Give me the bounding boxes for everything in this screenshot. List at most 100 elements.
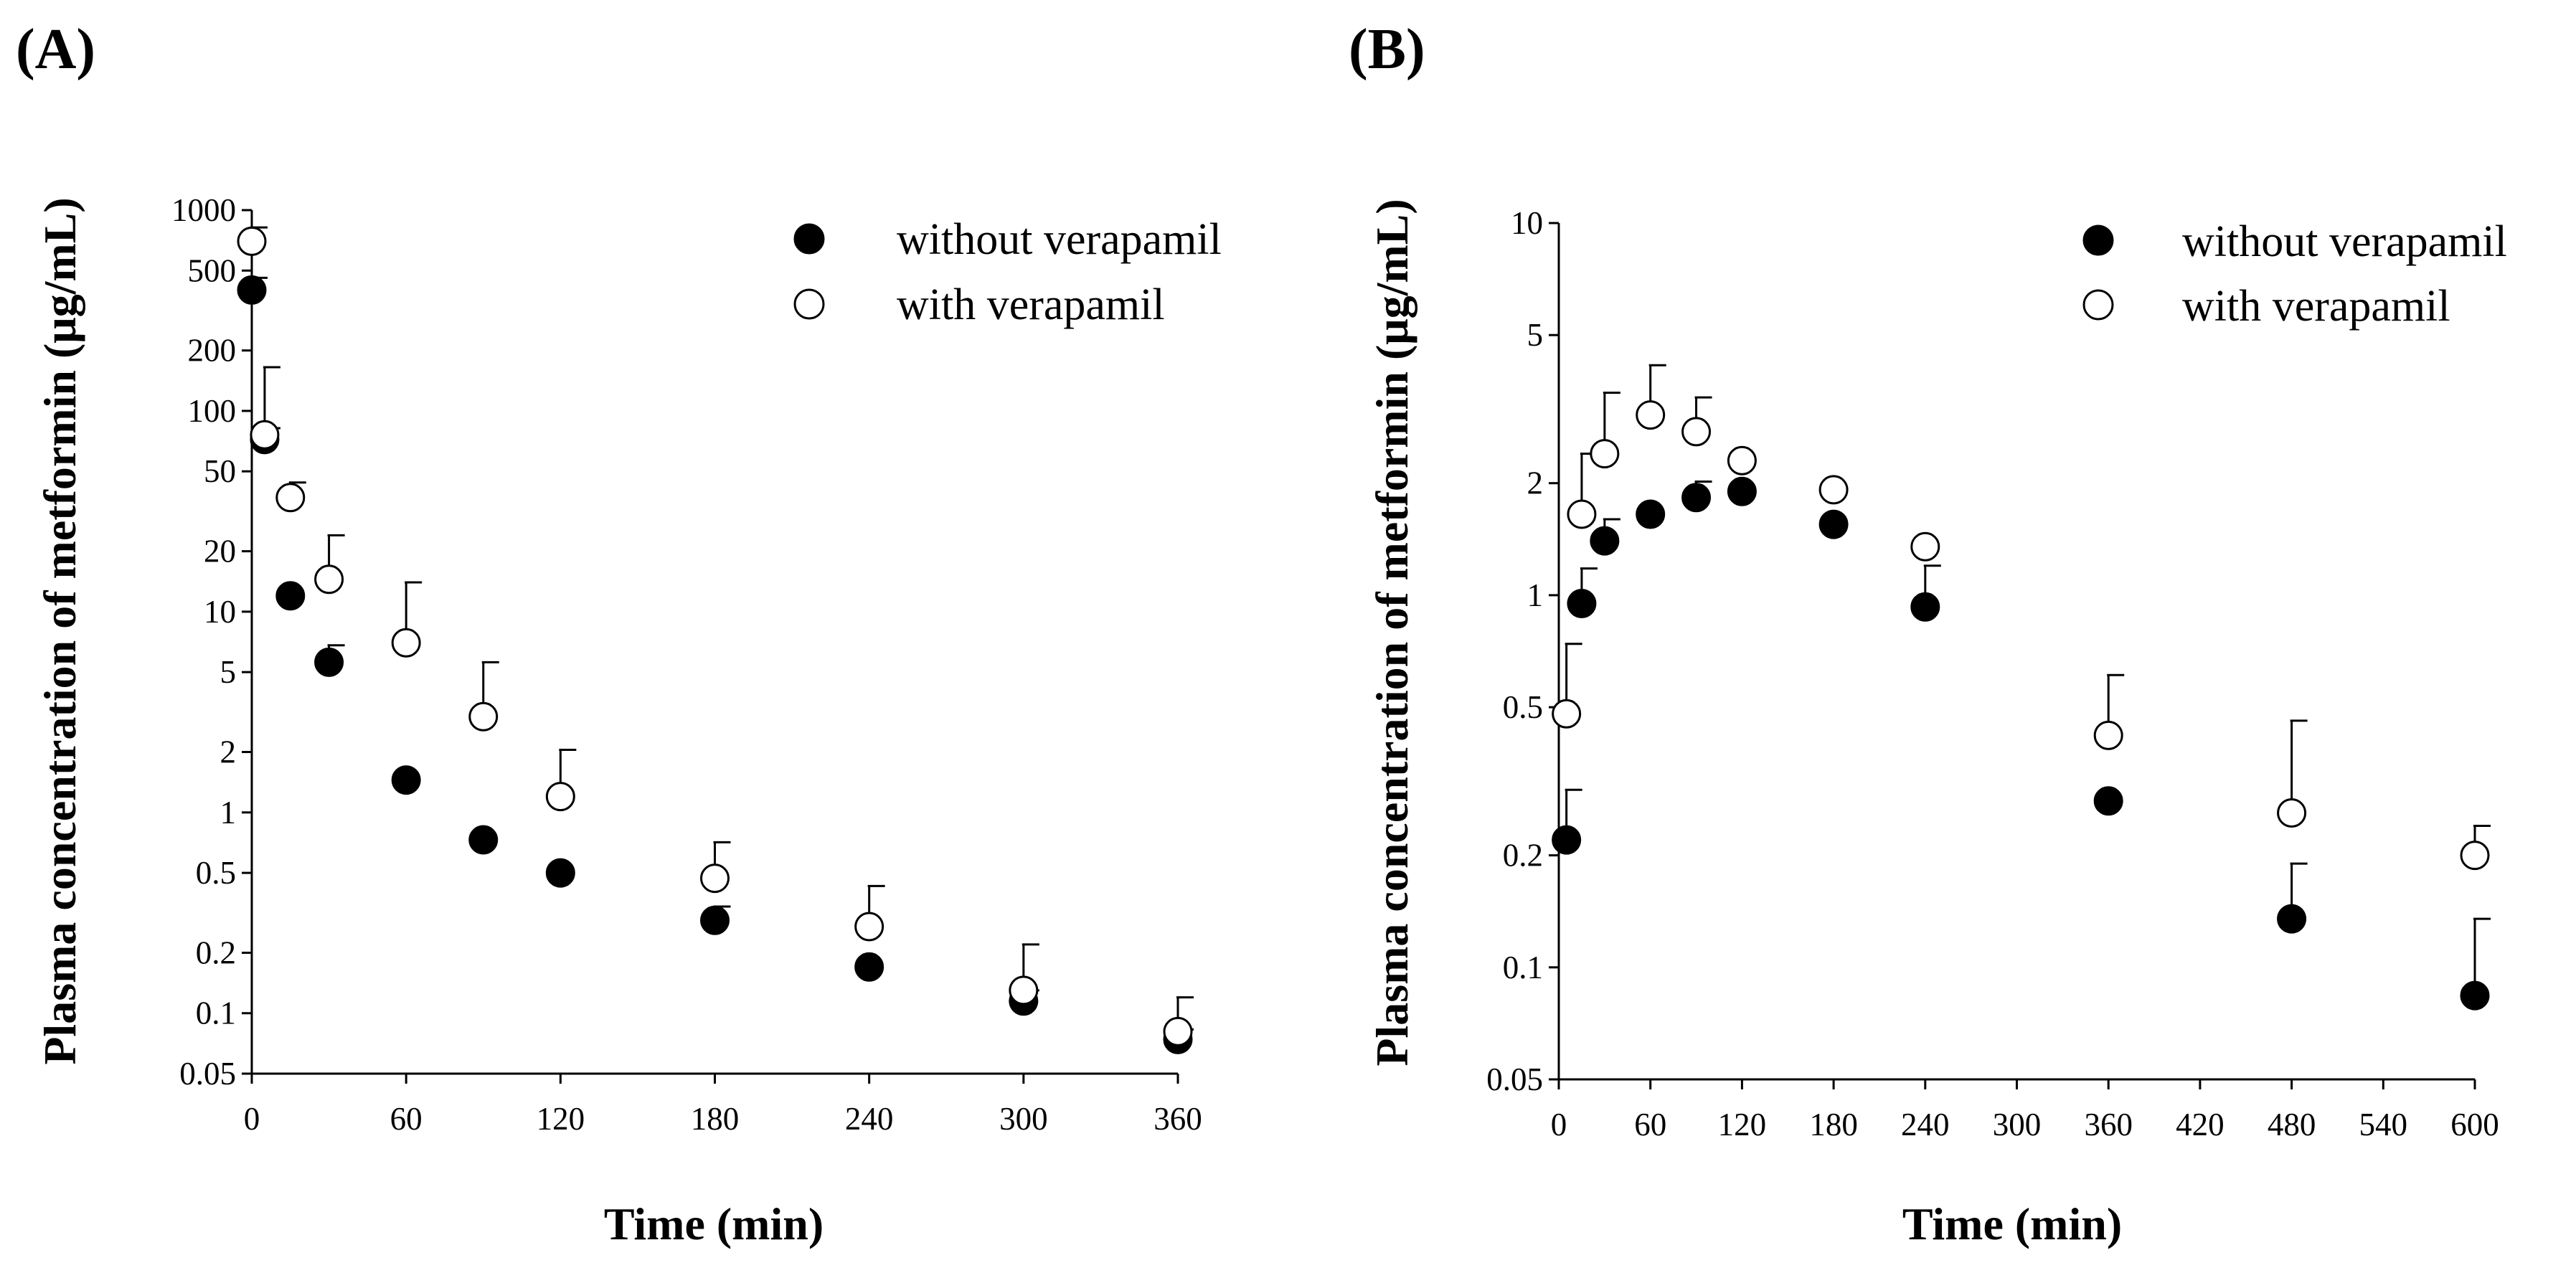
y-tick-label: 5 (220, 654, 237, 690)
panel-b: (B) Plasma concentration of metformin (μ… (1349, 18, 2507, 1249)
legend-a: without verapamil with verapamil (793, 215, 1222, 329)
point-with-verapamil (1567, 499, 1597, 529)
point-without-verapamil (275, 581, 306, 611)
y-tick-label: 500 (188, 252, 237, 288)
x-tick-label: 240 (1901, 1107, 1950, 1142)
y-tick-label: 0.5 (1503, 689, 1543, 725)
y-tick-label: 100 (188, 393, 237, 429)
y-tick-label: 2 (1527, 465, 1544, 501)
point-with-verapamil (700, 864, 730, 894)
point-with-verapamil (1636, 400, 1666, 430)
y-tick-label: 2 (220, 734, 237, 770)
point-without-verapamil (545, 858, 575, 888)
data-marks-b (1552, 364, 2491, 1011)
legend-marker-without-verapamil (793, 223, 825, 255)
point-with-verapamil (1163, 1016, 1193, 1046)
point-with-verapamil (1727, 445, 1757, 476)
point-without-verapamil (1681, 483, 1712, 513)
y-tick-label: 10 (1511, 205, 1543, 241)
y-tick-label: 0.1 (1503, 950, 1543, 985)
legend-label-without-verapamil: without verapamil (897, 215, 1222, 264)
point-with-verapamil (391, 628, 421, 658)
y-tick-label: 0.2 (196, 935, 236, 970)
legend-marker-with-verapamil (793, 288, 825, 320)
panel-label-a: (A) (16, 18, 95, 81)
y-tick-label: 1 (1527, 577, 1544, 613)
x-tick-label: 420 (2176, 1107, 2224, 1142)
legend-marker-with-verapamil (2082, 289, 2114, 321)
point-without-verapamil (237, 275, 267, 305)
x-tick-label: 0 (244, 1101, 260, 1137)
y-tick-label: 0.05 (179, 1056, 236, 1092)
panel-a: (A) Plasma concentration of metformin (μ… (16, 18, 1222, 1249)
y-tick-label: 5 (1527, 317, 1544, 353)
point-with-verapamil (2093, 720, 2123, 750)
point-without-verapamil (1910, 592, 1940, 622)
x-tick-label: 360 (1153, 1101, 1202, 1137)
x-tick-label: 60 (1634, 1107, 1666, 1142)
point-without-verapamil (2093, 786, 2123, 816)
point-without-verapamil (314, 647, 344, 677)
legend-b: without verapamil with verapamil (2082, 217, 2507, 331)
x-tick-label: 60 (390, 1101, 423, 1137)
legend-marker-without-verapamil (2082, 224, 2114, 256)
y-tick-label: 0.5 (196, 855, 236, 891)
y-tick-label: 0.1 (196, 995, 236, 1031)
point-with-verapamil (250, 420, 280, 450)
panel-label-b: (B) (1349, 18, 1425, 81)
y-tick-label: 20 (204, 534, 236, 569)
x-tick-label: 180 (1809, 1107, 1858, 1142)
point-with-verapamil (468, 701, 499, 732)
y-tick-label: 0.2 (1503, 838, 1543, 874)
y-tick-label: 50 (204, 453, 236, 489)
point-without-verapamil (2277, 904, 2307, 934)
x-tick-label: 300 (999, 1101, 1048, 1137)
y-tick-label: 0.05 (1486, 1061, 1543, 1097)
point-without-verapamil (2460, 980, 2490, 1011)
point-with-verapamil (314, 564, 344, 595)
x-tick-label: 480 (2268, 1107, 2316, 1142)
point-with-verapamil (854, 912, 884, 942)
legend-label-with-verapamil: with verapamil (2182, 282, 2450, 331)
x-tick-label: 120 (1718, 1107, 1767, 1142)
x-tick-label: 540 (2359, 1107, 2408, 1142)
point-without-verapamil (1818, 509, 1849, 539)
point-without-verapamil (700, 905, 730, 935)
point-without-verapamil (1590, 526, 1620, 556)
point-without-verapamil (1552, 825, 1582, 855)
legend-label-with-verapamil: with verapamil (897, 280, 1165, 329)
point-with-verapamil (237, 226, 267, 256)
x-tick-label: 600 (2450, 1107, 2499, 1142)
point-with-verapamil (2277, 798, 2307, 828)
x-axis-title-a: Time (min) (604, 1198, 824, 1249)
y-tick-label: 10 (204, 594, 236, 630)
x-tick-label: 180 (691, 1101, 740, 1137)
x-tick-label: 360 (2084, 1107, 2133, 1142)
x-tick-label: 300 (1993, 1107, 2042, 1142)
data-marks-a (237, 226, 1194, 1054)
point-with-verapamil (1009, 975, 1039, 1006)
point-without-verapamil (1727, 476, 1757, 506)
point-with-verapamil (275, 483, 306, 513)
point-without-verapamil (391, 765, 421, 795)
x-tick-label: 240 (845, 1101, 894, 1137)
point-without-verapamil (1567, 588, 1597, 618)
y-axis-title-a: Plasma concentration of metformin (μg/mL… (34, 197, 85, 1064)
point-without-verapamil (1636, 499, 1666, 529)
y-axis-title-b: Plasma concentration of metformin (μg/mL… (1367, 199, 1417, 1066)
point-without-verapamil (854, 952, 884, 982)
point-with-verapamil (2460, 841, 2490, 871)
y-tick-label: 1 (220, 795, 237, 831)
point-with-verapamil (1818, 475, 1849, 505)
point-with-verapamil (1681, 417, 1712, 447)
point-with-verapamil (1590, 439, 1620, 469)
axes-a: 1000 500 200 100 50 20 10 5 2 1 0.5 0.2 0.1 0.050 60 12… (171, 192, 1202, 1137)
point-with-verapamil (545, 782, 575, 812)
point-with-verapamil (1910, 531, 1940, 562)
y-tick-label: 1000 (171, 192, 236, 228)
x-axis-title-b: Time (min) (1902, 1198, 2122, 1249)
x-tick-label: 0 (1551, 1107, 1567, 1142)
legend-label-without-verapamil: without verapamil (2182, 217, 2507, 266)
